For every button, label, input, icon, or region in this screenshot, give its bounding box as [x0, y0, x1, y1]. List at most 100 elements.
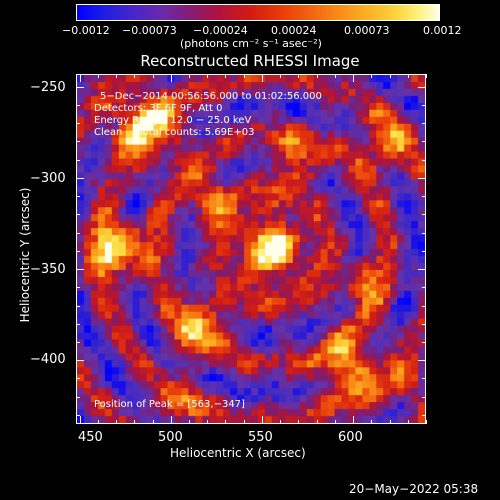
x-axis-label: Heliocentric X (arcsec): [170, 446, 306, 460]
tick-mark: [76, 269, 84, 271]
tick-mark: [334, 74, 336, 78]
tick-mark: [76, 396, 80, 398]
heatmap-image: [77, 75, 425, 423]
colorbar-units: (photons cm⁻² s⁻¹ asec⁻²): [180, 37, 322, 50]
y-tick-label: −250: [30, 80, 66, 95]
date-stamp: 20−May−2022 05:38: [349, 482, 479, 496]
tick-mark: [189, 74, 191, 78]
tick-mark: [207, 74, 209, 78]
colorbar-tick: 0.00024: [271, 24, 317, 37]
tick-mark: [418, 177, 426, 179]
tick-mark: [407, 420, 409, 424]
tick-mark: [76, 378, 80, 380]
tick-mark: [389, 420, 391, 424]
colorbar-tick: 0.0012: [423, 24, 462, 37]
info-detectors: Detectors: 3F 6F 9F, Att 0: [94, 103, 223, 114]
x-tick-label: 450: [78, 430, 103, 445]
tick-mark: [207, 420, 209, 424]
tick-mark: [426, 74, 427, 78]
tick-mark: [422, 305, 426, 307]
tick-mark: [261, 74, 263, 82]
tick-mark: [243, 420, 245, 424]
tick-mark: [76, 104, 80, 106]
tick-mark: [76, 214, 80, 216]
colorbar-tick: 0.00073: [344, 24, 390, 37]
tick-mark: [76, 177, 84, 179]
tick-mark: [170, 74, 172, 82]
tick-mark: [116, 420, 118, 424]
tick-mark: [243, 74, 245, 78]
plot-area: [76, 74, 426, 424]
tick-mark: [422, 378, 426, 380]
tick-mark: [422, 232, 426, 234]
tick-mark: [422, 123, 426, 125]
tick-mark: [426, 420, 427, 424]
tick-mark: [76, 305, 80, 307]
tick-mark: [353, 416, 355, 424]
tick-mark: [189, 420, 191, 424]
colorbar-tick: −0.00073: [122, 24, 177, 37]
tick-mark: [76, 232, 80, 234]
tick-mark: [76, 250, 80, 252]
tick-mark: [353, 74, 355, 82]
tick-mark: [79, 416, 81, 424]
tick-mark: [371, 74, 373, 78]
tick-mark: [298, 74, 300, 78]
tick-mark: [76, 123, 80, 125]
y-tick-label: −300: [30, 171, 66, 186]
tick-mark: [334, 420, 336, 424]
tick-mark: [76, 141, 80, 143]
info-time-range: 5−Dec−2014 00:56:56.000 to 01:02:56.000: [100, 91, 322, 102]
tick-mark: [422, 341, 426, 343]
tick-mark: [422, 250, 426, 252]
tick-mark: [79, 74, 81, 82]
tick-mark: [422, 196, 426, 198]
y-axis-label: Heliocentric Y (arcsec): [18, 187, 32, 323]
tick-mark: [134, 420, 136, 424]
tick-mark: [316, 420, 318, 424]
colorbar-tick: −0.0012: [62, 24, 110, 37]
tick-mark: [298, 420, 300, 424]
tick-mark: [76, 323, 80, 325]
tick-mark: [225, 420, 227, 424]
tick-mark: [418, 86, 426, 88]
tick-mark: [422, 414, 426, 416]
tick-mark: [152, 74, 154, 78]
tick-mark: [116, 74, 118, 78]
y-tick-label: −400: [30, 352, 66, 367]
x-tick-label: 550: [248, 430, 273, 445]
tick-mark: [422, 287, 426, 289]
tick-mark: [152, 420, 154, 424]
tick-mark: [389, 74, 391, 78]
tick-mark: [97, 74, 99, 78]
y-tick-label: −350: [30, 262, 66, 277]
tick-mark: [418, 269, 426, 271]
x-tick-label: 500: [158, 430, 183, 445]
tick-mark: [170, 416, 172, 424]
tick-mark: [280, 74, 282, 78]
colorbar-tick: −0.00024: [193, 24, 248, 37]
info-energy-range: Energy Range: 12.0 − 25.0 keV: [94, 115, 252, 126]
tick-mark: [76, 341, 80, 343]
tick-mark: [76, 287, 80, 289]
tick-mark: [422, 396, 426, 398]
tick-mark: [422, 141, 426, 143]
tick-mark: [422, 159, 426, 161]
peak-position-label: Position of Peak = [563,−347]: [94, 399, 245, 410]
x-tick-label: 600: [338, 430, 363, 445]
tick-mark: [280, 420, 282, 424]
info-total-counts: Clean Total counts: 5.69E+03: [94, 127, 255, 138]
tick-mark: [76, 360, 84, 362]
tick-mark: [418, 360, 426, 362]
plot-title: Reconstructed RHESSI Image: [140, 52, 360, 70]
tick-mark: [76, 196, 80, 198]
tick-mark: [97, 420, 99, 424]
tick-mark: [371, 420, 373, 424]
tick-mark: [422, 104, 426, 106]
tick-mark: [76, 86, 84, 88]
tick-mark: [407, 74, 409, 78]
tick-mark: [422, 214, 426, 216]
tick-mark: [76, 159, 80, 161]
tick-mark: [261, 416, 263, 424]
tick-mark: [225, 74, 227, 78]
